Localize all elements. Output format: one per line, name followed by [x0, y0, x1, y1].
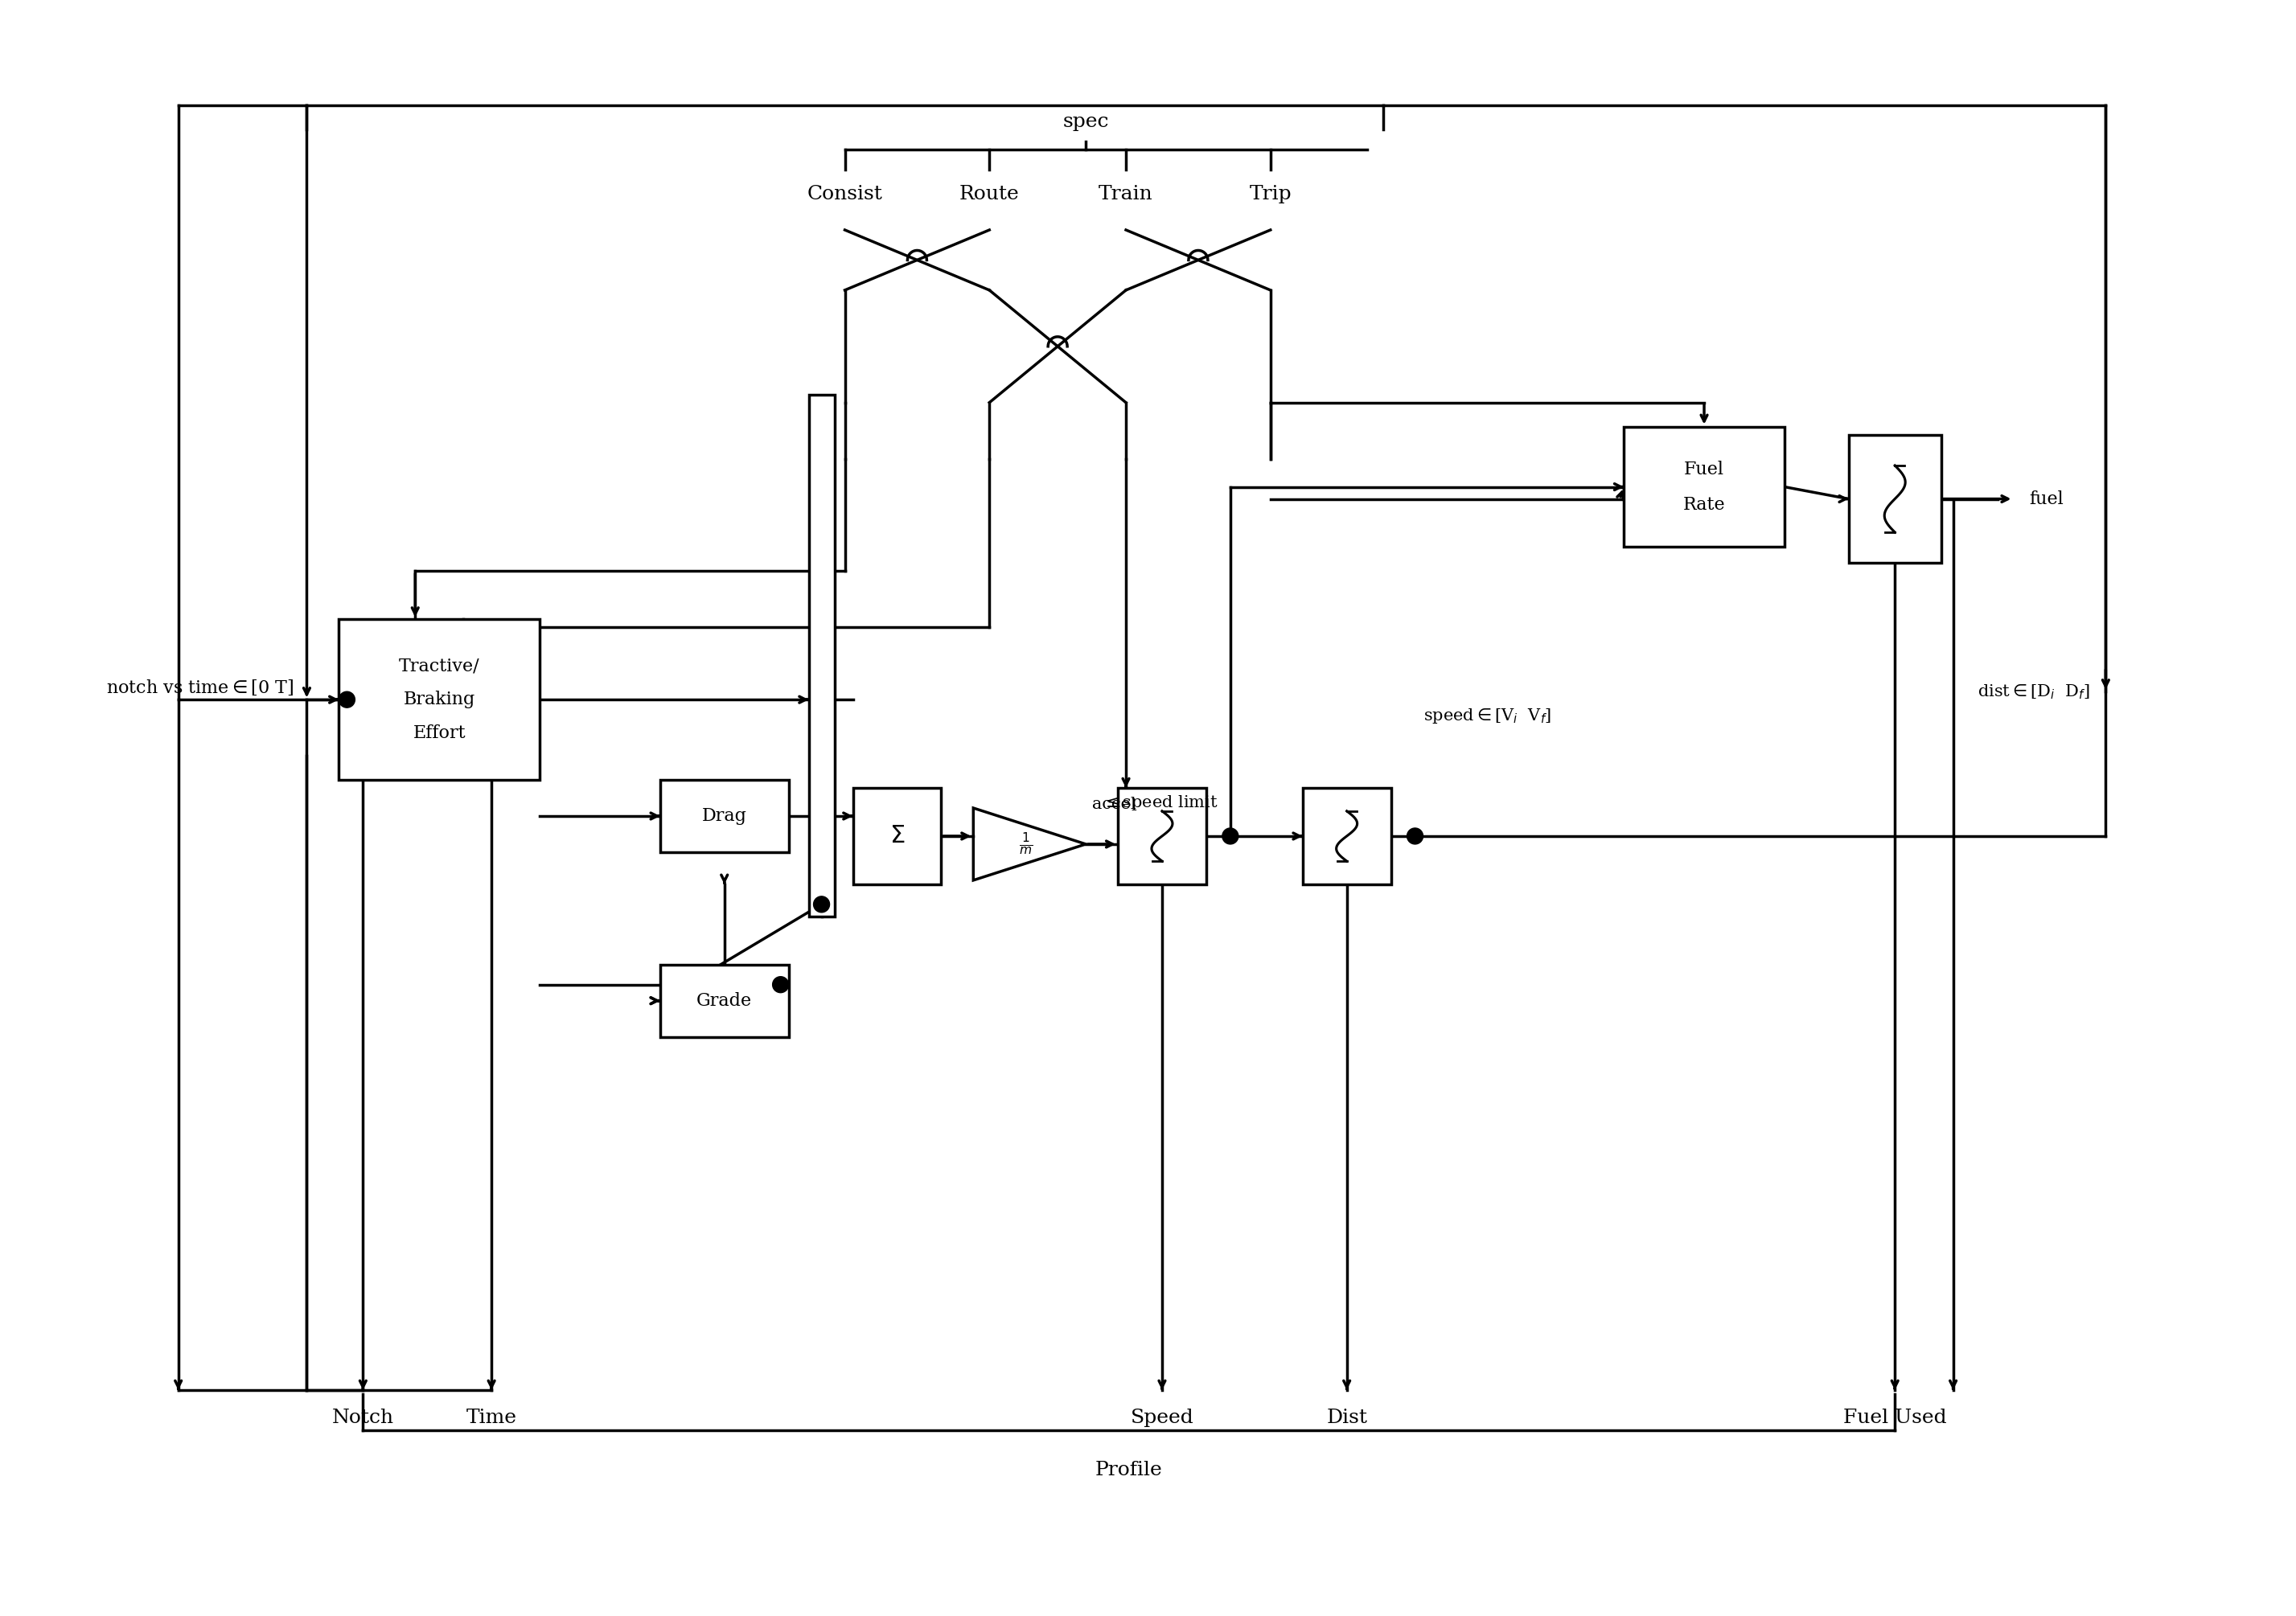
Text: Consist: Consist [808, 184, 882, 204]
Text: Speed: Speed [1130, 1409, 1194, 1427]
Text: $\leq$speed limit: $\leq$speed limit [1102, 793, 1219, 811]
Bar [1623, 427, 1784, 548]
Text: Trip: Trip [1249, 184, 1293, 204]
Text: Train: Train [1100, 184, 1153, 204]
Text: notch vs time$\in$[0 T]: notch vs time$\in$[0 T] [106, 679, 294, 696]
Text: Rate: Rate [1683, 496, 1724, 514]
Text: Fuel: Fuel [1683, 461, 1724, 478]
Text: spec: spec [1063, 112, 1109, 131]
Text: dist$\in$[D$_i$  D$_f$]: dist$\in$[D$_i$ D$_f$] [1977, 682, 2089, 701]
Text: fuel: fuel [2030, 490, 2064, 507]
Bar [1302, 789, 1391, 884]
Circle shape [813, 897, 829, 913]
Bar [808, 394, 833, 916]
Text: Time: Time [466, 1409, 517, 1427]
Bar [1118, 789, 1205, 884]
Text: Dist: Dist [1327, 1409, 1368, 1427]
Text: Tractive/: Tractive/ [400, 658, 480, 675]
Text: $\Sigma$: $\Sigma$ [889, 824, 905, 848]
Bar [340, 619, 540, 781]
Text: Effort: Effort [413, 724, 466, 742]
Bar [661, 965, 788, 1037]
Text: Route: Route [960, 184, 1019, 204]
Text: speed$\in$[V$_i$  V$_f$]: speed$\in$[V$_i$ V$_f$] [1424, 706, 1552, 726]
Text: Notch: Notch [333, 1409, 395, 1427]
Text: Braking: Braking [404, 690, 475, 708]
Text: Grade: Grade [696, 992, 753, 1010]
Circle shape [1407, 827, 1424, 844]
Text: Profile: Profile [1095, 1461, 1162, 1480]
Circle shape [771, 976, 788, 992]
Text: $\frac{1}{m}$: $\frac{1}{m}$ [1019, 831, 1033, 856]
Circle shape [1221, 827, 1238, 844]
Text: Fuel Used: Fuel Used [1844, 1409, 1947, 1427]
Circle shape [340, 692, 356, 708]
Text: accel: accel [1093, 797, 1137, 811]
Bar [1848, 435, 1940, 562]
Bar [852, 789, 941, 884]
Text: Drag: Drag [703, 806, 746, 824]
Bar [661, 781, 788, 852]
